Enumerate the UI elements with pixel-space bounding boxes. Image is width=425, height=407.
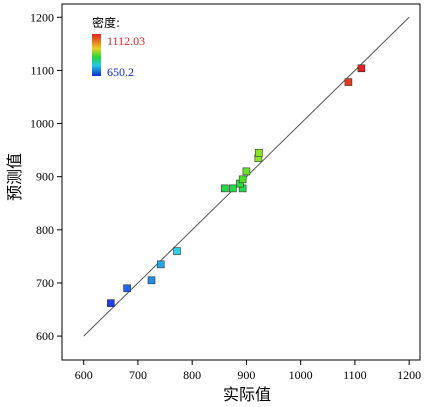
legend: 密度: 1112.03 650.2: [92, 15, 145, 79]
data-point: [229, 184, 237, 193]
data-point: [173, 247, 181, 255]
axes: 600 700 800 900 1000 1100 1200 600 700 800 900 1000…: [30, 3, 421, 382]
x-tick-label: 1100: [343, 368, 367, 382]
legend-title: 密度:: [92, 15, 120, 30]
data-point: [255, 148, 263, 157]
legend-min-label: 650.2: [107, 65, 134, 79]
data-point: [147, 276, 156, 285]
y-tick-label: 900: [36, 170, 54, 184]
data-point: [238, 175, 247, 184]
data-point: [156, 260, 165, 269]
x-tick-label: 800: [183, 368, 201, 382]
x-axis-title: 实际值: [223, 385, 271, 404]
y-tick-label: 1100: [30, 63, 54, 77]
data-point: [220, 184, 229, 193]
data-point: [344, 78, 353, 86]
y-tick-label: 800: [36, 223, 54, 237]
data-point: [357, 64, 366, 73]
x-tick-label: 700: [129, 368, 147, 382]
y-tick-label: 1200: [30, 10, 54, 24]
y-tick-label: 1000: [30, 117, 54, 131]
x-tick-label: 600: [75, 368, 93, 382]
y-axis-title: 预测值: [5, 153, 24, 201]
legend-color-bar: [92, 34, 101, 76]
legend-max-label: 1112.03: [107, 34, 145, 48]
x-tick-label: 1000: [289, 368, 313, 382]
x-tick-label: 1200: [397, 368, 421, 382]
plot-frame: [61, 3, 421, 361]
data-point: [107, 299, 115, 307]
data-point: [242, 167, 251, 176]
data-point: [123, 284, 131, 293]
y-tick-label: 600: [36, 329, 54, 343]
y-tick-label: 700: [36, 276, 54, 290]
data-points: [107, 64, 366, 307]
x-tick-label: 900: [237, 368, 255, 382]
